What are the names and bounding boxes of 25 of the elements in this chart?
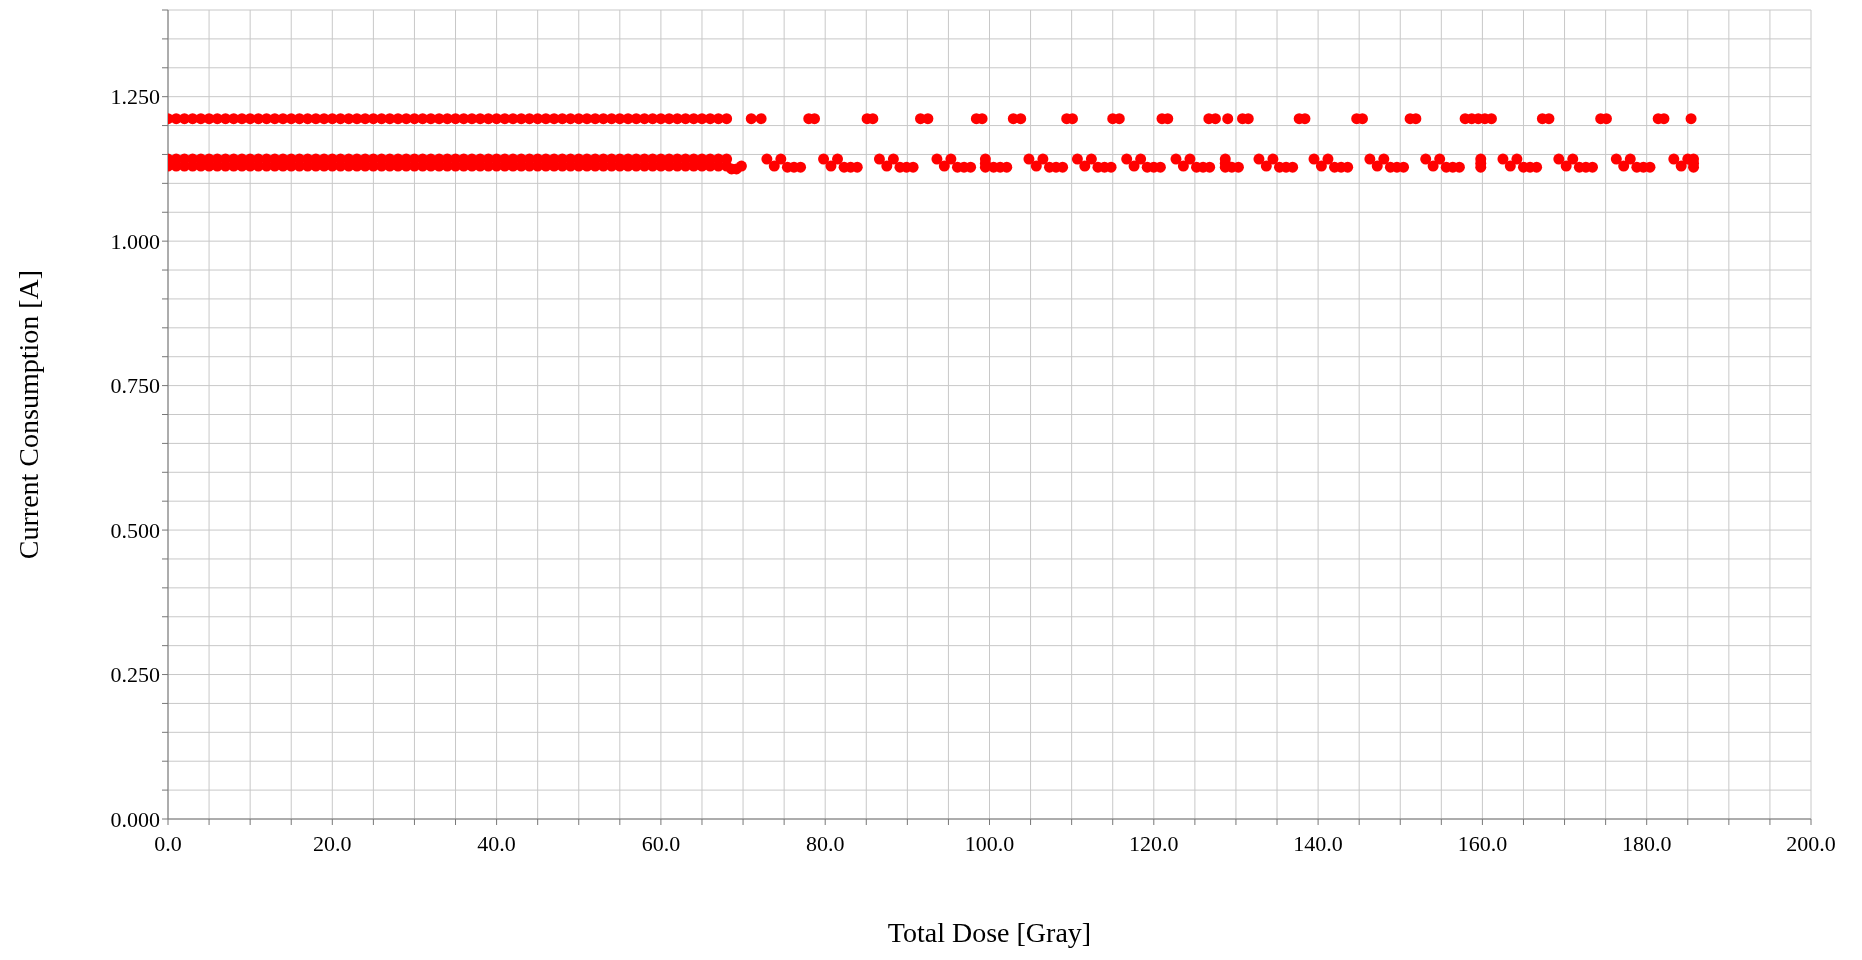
x-tick-label: 80.0: [805, 830, 845, 856]
point: [745, 113, 757, 125]
y-axis-title: Current Consumption [A]: [12, 269, 44, 560]
y-tick-label: 0.250: [110, 662, 160, 688]
point: [735, 160, 747, 172]
point: [1685, 113, 1697, 125]
y-tick-label: 0.500: [110, 517, 160, 543]
x-tick-label: 120.0: [1129, 830, 1179, 856]
y-tick-label: 1.250: [110, 84, 160, 110]
x-tick-label: 40.0: [477, 830, 516, 856]
x-tick-label: 20.0: [313, 830, 352, 856]
x-tick-label: 0.0: [154, 830, 182, 856]
x-tick-label: 200.0: [1786, 830, 1836, 856]
y-tick-label: 0.750: [110, 373, 160, 399]
x-tick-label: 100.0: [964, 830, 1015, 856]
point: [755, 113, 767, 125]
x-tick-label: 160.0: [1457, 830, 1508, 856]
x-axis-title: Total Dose [Gray]: [887, 917, 1092, 948]
y-tick-label: 1.000: [110, 228, 160, 254]
x-tick-label: 180.0: [1621, 830, 1672, 856]
x-tick-label: 60.0: [641, 830, 681, 856]
point: [1222, 113, 1234, 125]
point: [1015, 113, 1027, 125]
y-tick-label: 0.000: [110, 806, 160, 832]
x-tick-label: 140.0: [1293, 830, 1343, 856]
